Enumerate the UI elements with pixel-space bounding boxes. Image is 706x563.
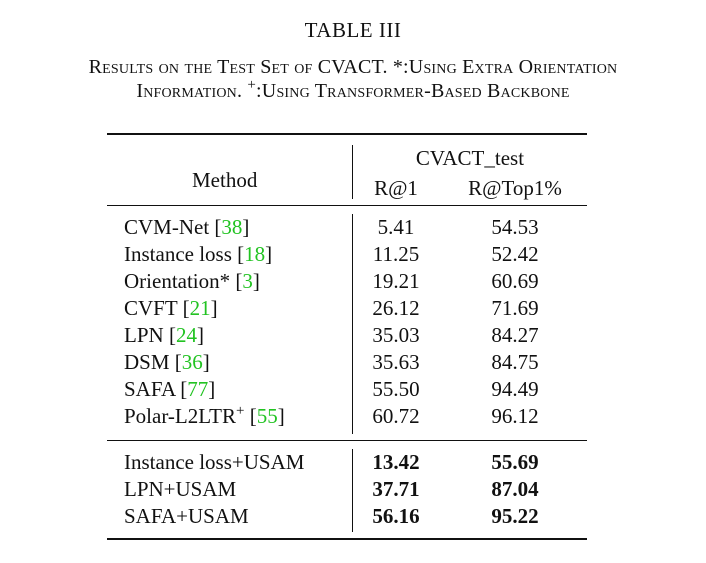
caption-line-2-start: Information. [136,80,248,102]
rtop1-cell: 60.69 [491,269,539,293]
r1-cell: 11.25 [372,242,420,266]
rtop1-cell: 95.22 [491,504,539,528]
method-cell: Instance loss+USAM [124,450,305,474]
header-method: Method [192,168,258,192]
top-rule [107,133,587,135]
group-rule [107,440,587,442]
citation-link[interactable]: 3 [242,269,253,293]
rtop1-cell: 84.27 [491,323,539,347]
ours-column-divider [352,449,354,532]
rtop1-cell: 84.75 [491,350,539,374]
header-column-divider [352,145,354,199]
citation-link[interactable]: 77 [187,377,209,401]
citation-link[interactable]: 55 [256,404,278,428]
rtop1-cell: 94.49 [491,377,539,401]
r1-cell: 13.42 [372,450,420,474]
citation-link[interactable]: 18 [244,242,266,266]
table-caption: Results on the Test Set of CVACT. *:Usin… [0,55,706,105]
r1-cell: 60.72 [372,404,420,428]
transformer-marker: + [235,403,245,419]
method-cell: DSM [36] [124,350,210,374]
method-cell: CVM-Net [38] [124,215,250,239]
method-cell: LPN+USAM [124,477,237,501]
r1-cell: 55.50 [372,377,420,401]
method-cell: CVFT [21] [124,296,218,320]
r1-cell: 37.71 [372,477,420,501]
rtop1-cell: 52.42 [491,242,539,266]
header-rule [107,205,587,207]
rtop1-cell: 54.53 [491,215,539,239]
header-group: CVACT_test [415,146,525,170]
rtop1-cell: 87.04 [491,477,539,501]
method-cell: Polar-L2LTR+ [55] [124,403,285,428]
body-column-divider [352,214,354,434]
r1-cell: 35.63 [372,350,420,374]
method-cell: SAFA+USAM [124,504,249,528]
caption-line-2: Information. +:Using Transformer-Based B… [0,77,706,105]
r1-cell: 19.21 [372,269,420,293]
r1-cell: 56.16 [372,504,420,528]
rtop1-cell: 71.69 [491,296,539,320]
rtop1-cell: 55.69 [491,450,539,474]
header-r1: R@1 [374,176,418,200]
method-cell: LPN [24] [124,323,204,347]
caption-line-1: Results on the Test Set of CVACT. *:Usin… [88,56,618,78]
r1-cell: 35.03 [372,323,420,347]
method-cell: Instance loss [18] [124,242,273,266]
bottom-rule [107,538,587,540]
rtop1-cell: 96.12 [491,404,539,428]
transformer-marker: + [247,77,257,93]
caption-line-2-end: :Using Transformer-Based Backbone [256,80,570,102]
citation-link[interactable]: 36 [181,350,203,374]
r1-cell: 5.41 [377,215,415,239]
header-rtop1: R@Top1% [468,176,562,200]
citation-link[interactable]: 24 [175,323,197,347]
citation-link[interactable]: 21 [189,296,211,320]
table-label: TABLE III [304,18,402,42]
r1-cell: 26.12 [372,296,420,320]
method-cell: Orientation* [3] [124,269,260,293]
citation-link[interactable]: 38 [221,215,243,239]
method-cell: SAFA [77] [124,377,216,401]
